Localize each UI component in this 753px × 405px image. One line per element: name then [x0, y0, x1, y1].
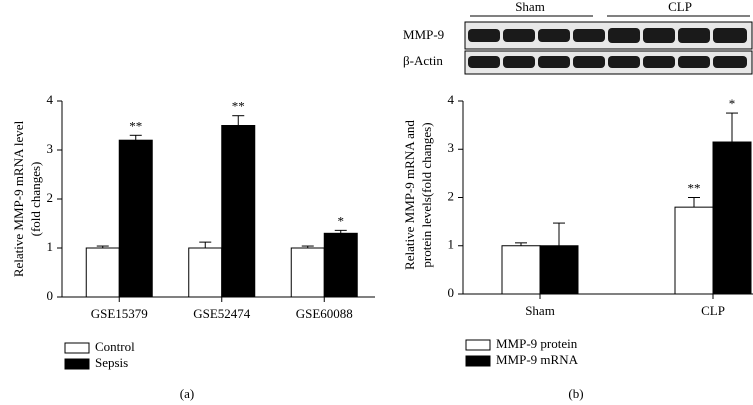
legend-swatch — [64, 342, 90, 354]
y-tick-label: 3 — [448, 140, 455, 155]
legend-label: Sepsis — [95, 355, 128, 370]
y-axis-label: protein levels(fold changes) — [419, 122, 434, 267]
x-tick-label: GSE15379 — [91, 306, 148, 321]
bar — [118, 139, 153, 298]
legend-swatch — [465, 355, 491, 367]
bar — [188, 247, 223, 298]
legend-label: Control — [95, 339, 135, 354]
x-tick-label: Sham — [525, 303, 555, 318]
significance-label: ** — [688, 180, 701, 195]
western-blot: Sham CLP MMP-9 β-Actin — [403, 0, 753, 75]
legend-label: MMP-9 mRNA — [496, 352, 579, 367]
bar — [712, 141, 752, 295]
significance-label: * — [729, 96, 736, 111]
y-axis-label: (fold changes) — [28, 162, 43, 237]
blot-row-label: MMP-9 — [403, 27, 444, 42]
y-tick-label: 0 — [47, 288, 54, 303]
legend-label: MMP-9 protein — [496, 336, 578, 351]
y-axis-label: Relative MMP-9 mRNA level — [11, 120, 26, 277]
bar — [674, 206, 714, 295]
bar — [290, 247, 325, 298]
bar — [539, 245, 579, 295]
y-axis-label: Relative MMP-9 mRNA and — [402, 120, 417, 270]
y-tick-label: 4 — [448, 92, 455, 107]
significance-label: * — [338, 213, 345, 228]
panel-label: (b) — [568, 386, 583, 401]
x-tick-label: GSE60088 — [296, 306, 353, 321]
blot-group-label: Sham — [515, 0, 545, 14]
significance-label: ** — [129, 118, 142, 133]
y-tick-label: 2 — [448, 188, 455, 203]
y-tick-label: 1 — [47, 239, 54, 254]
y-tick-label: 2 — [47, 190, 54, 205]
bar — [323, 232, 358, 298]
panel-label: (a) — [180, 386, 194, 401]
blot-group-label: CLP — [668, 0, 692, 14]
blot-row-label: β-Actin — [403, 53, 443, 68]
x-tick-label: CLP — [701, 303, 725, 318]
significance-label: ** — [232, 99, 245, 114]
bar — [221, 125, 256, 298]
bar — [85, 247, 120, 298]
x-tick-label: GSE52474 — [193, 306, 251, 321]
y-tick-label: 3 — [47, 141, 54, 156]
y-tick-label: 4 — [47, 92, 54, 107]
legend-swatch — [465, 339, 491, 351]
legend-swatch — [64, 358, 90, 370]
blot-bands — [468, 28, 747, 68]
y-tick-label: 1 — [448, 237, 455, 252]
bar — [501, 245, 541, 295]
y-tick-label: 0 — [448, 285, 455, 300]
